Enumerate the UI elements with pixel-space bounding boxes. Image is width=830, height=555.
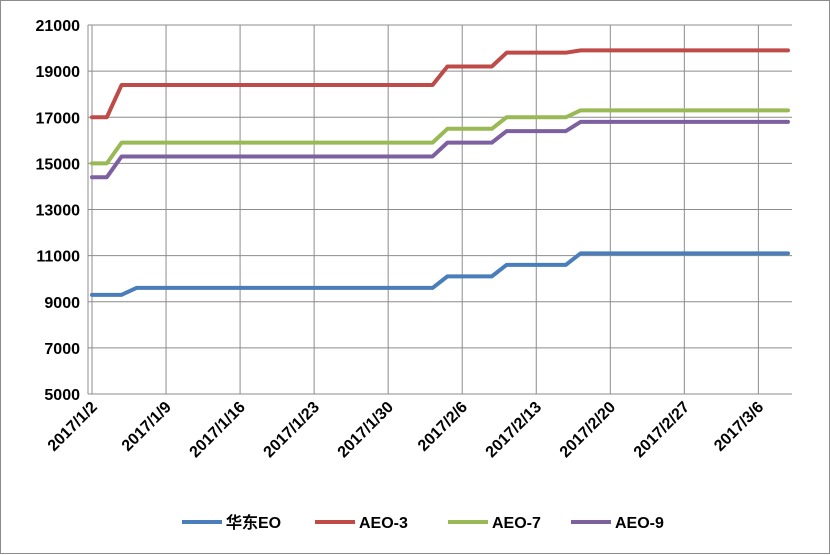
x-tick-label: 2017/2/6 xyxy=(415,399,471,455)
x-tick-label: 2017/1/9 xyxy=(119,399,175,455)
series-lines xyxy=(90,48,790,297)
y-tick-labels: 5000 7000 9000 11000 13000 15000 17000 19000 210… xyxy=(36,18,81,404)
y-tick-label: 21000 xyxy=(36,18,81,35)
y-tick-label: 19000 xyxy=(36,64,81,81)
y-tick-label: 17000 xyxy=(36,110,81,127)
x-tick-label: 2017/1/23 xyxy=(261,399,323,461)
x-tick-label: 2017/1/30 xyxy=(335,399,397,461)
x-tick-label: 2017/1/16 xyxy=(187,399,249,461)
legend: 华东EO AEO-3 AEO-7 AEO-9 xyxy=(182,513,664,532)
series-line-1 xyxy=(90,251,790,297)
series-line-3 xyxy=(90,108,790,166)
legend-label-2: AEO-3 xyxy=(359,515,408,532)
y-tick-label: 13000 xyxy=(36,203,81,220)
y-tick-label: 9000 xyxy=(44,295,80,312)
grid-lines xyxy=(88,24,792,395)
x-tick-label: 2017/2/13 xyxy=(483,399,545,461)
series-line-2 xyxy=(90,48,790,120)
legend-label-4: AEO-9 xyxy=(615,515,664,532)
y-tick-label: 11000 xyxy=(36,249,80,266)
x-tick-label: 2017/2/20 xyxy=(557,399,619,461)
x-tick-label: 2017/3/6 xyxy=(711,399,767,455)
axes xyxy=(87,25,792,395)
x-tick-label: 2017/2/27 xyxy=(631,399,693,461)
x-tick-label: 2017/1/2 xyxy=(45,399,101,455)
legend-label-1: 华东EO xyxy=(226,513,281,532)
y-tick-label: 7000 xyxy=(44,341,80,358)
series-line-4 xyxy=(90,119,790,180)
y-tick-label: 5000 xyxy=(44,387,80,404)
y-tick-label: 15000 xyxy=(36,156,81,173)
legend-label-3: AEO-7 xyxy=(492,515,541,532)
x-tick-labels: 2017/1/2 2017/1/9 2017/1/16 2017/1/23 2017/1… xyxy=(45,399,768,461)
